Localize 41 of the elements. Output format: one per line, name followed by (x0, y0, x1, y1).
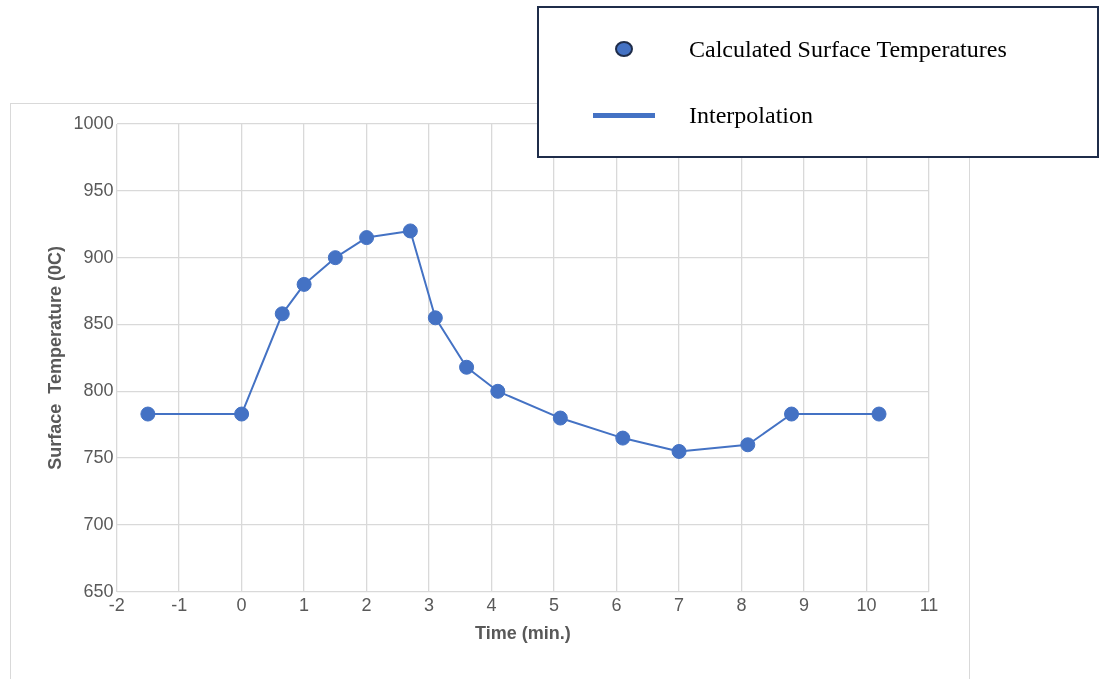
point (552, 410, 568, 426)
x-tick-label: 0 (236, 594, 247, 615)
y-tick-label: 800 (83, 380, 114, 401)
y-axis-title: Surface Temperature (0C) (44, 246, 65, 470)
y-tick-label: 850 (83, 313, 114, 334)
point (402, 223, 418, 239)
point (327, 250, 343, 266)
point (274, 306, 290, 322)
x-tick-label: 11 (919, 594, 939, 615)
point (871, 406, 887, 422)
x-tick-label: 7 (674, 594, 685, 615)
y-tick-label: 1000 (73, 112, 114, 133)
point (615, 430, 631, 446)
x-tick-label: 4 (486, 594, 497, 615)
x-tick-label: 6 (611, 594, 622, 615)
y-tick-label: 900 (83, 246, 114, 267)
point (740, 437, 756, 453)
x-tick-label: -1 (171, 594, 188, 615)
y-tick-label: 750 (83, 447, 114, 468)
point (671, 443, 687, 459)
x-tick-label: 1 (299, 594, 310, 615)
y-tick-label: 950 (83, 179, 114, 200)
point (234, 406, 250, 422)
x-tick-label: 9 (799, 594, 810, 615)
x-tick-label: 2 (361, 594, 372, 615)
x-tick-label: 10 (856, 594, 877, 615)
y-tick-label: 650 (83, 580, 114, 601)
y-tick-label: 700 (83, 513, 114, 534)
x-tick-label: 5 (549, 594, 560, 615)
point (459, 359, 475, 375)
point (784, 406, 800, 422)
x-axis-title: Time (min.) (474, 623, 571, 644)
x-tick-label: 8 (736, 594, 747, 615)
point (359, 230, 375, 246)
legend-label: Calculated Surface Temperatures (689, 35, 1007, 63)
point (427, 310, 443, 326)
legend-label: Interpolation (689, 101, 813, 129)
point (140, 406, 156, 422)
x-tick-label: 3 (424, 594, 435, 615)
point (296, 276, 312, 292)
point (490, 383, 506, 399)
